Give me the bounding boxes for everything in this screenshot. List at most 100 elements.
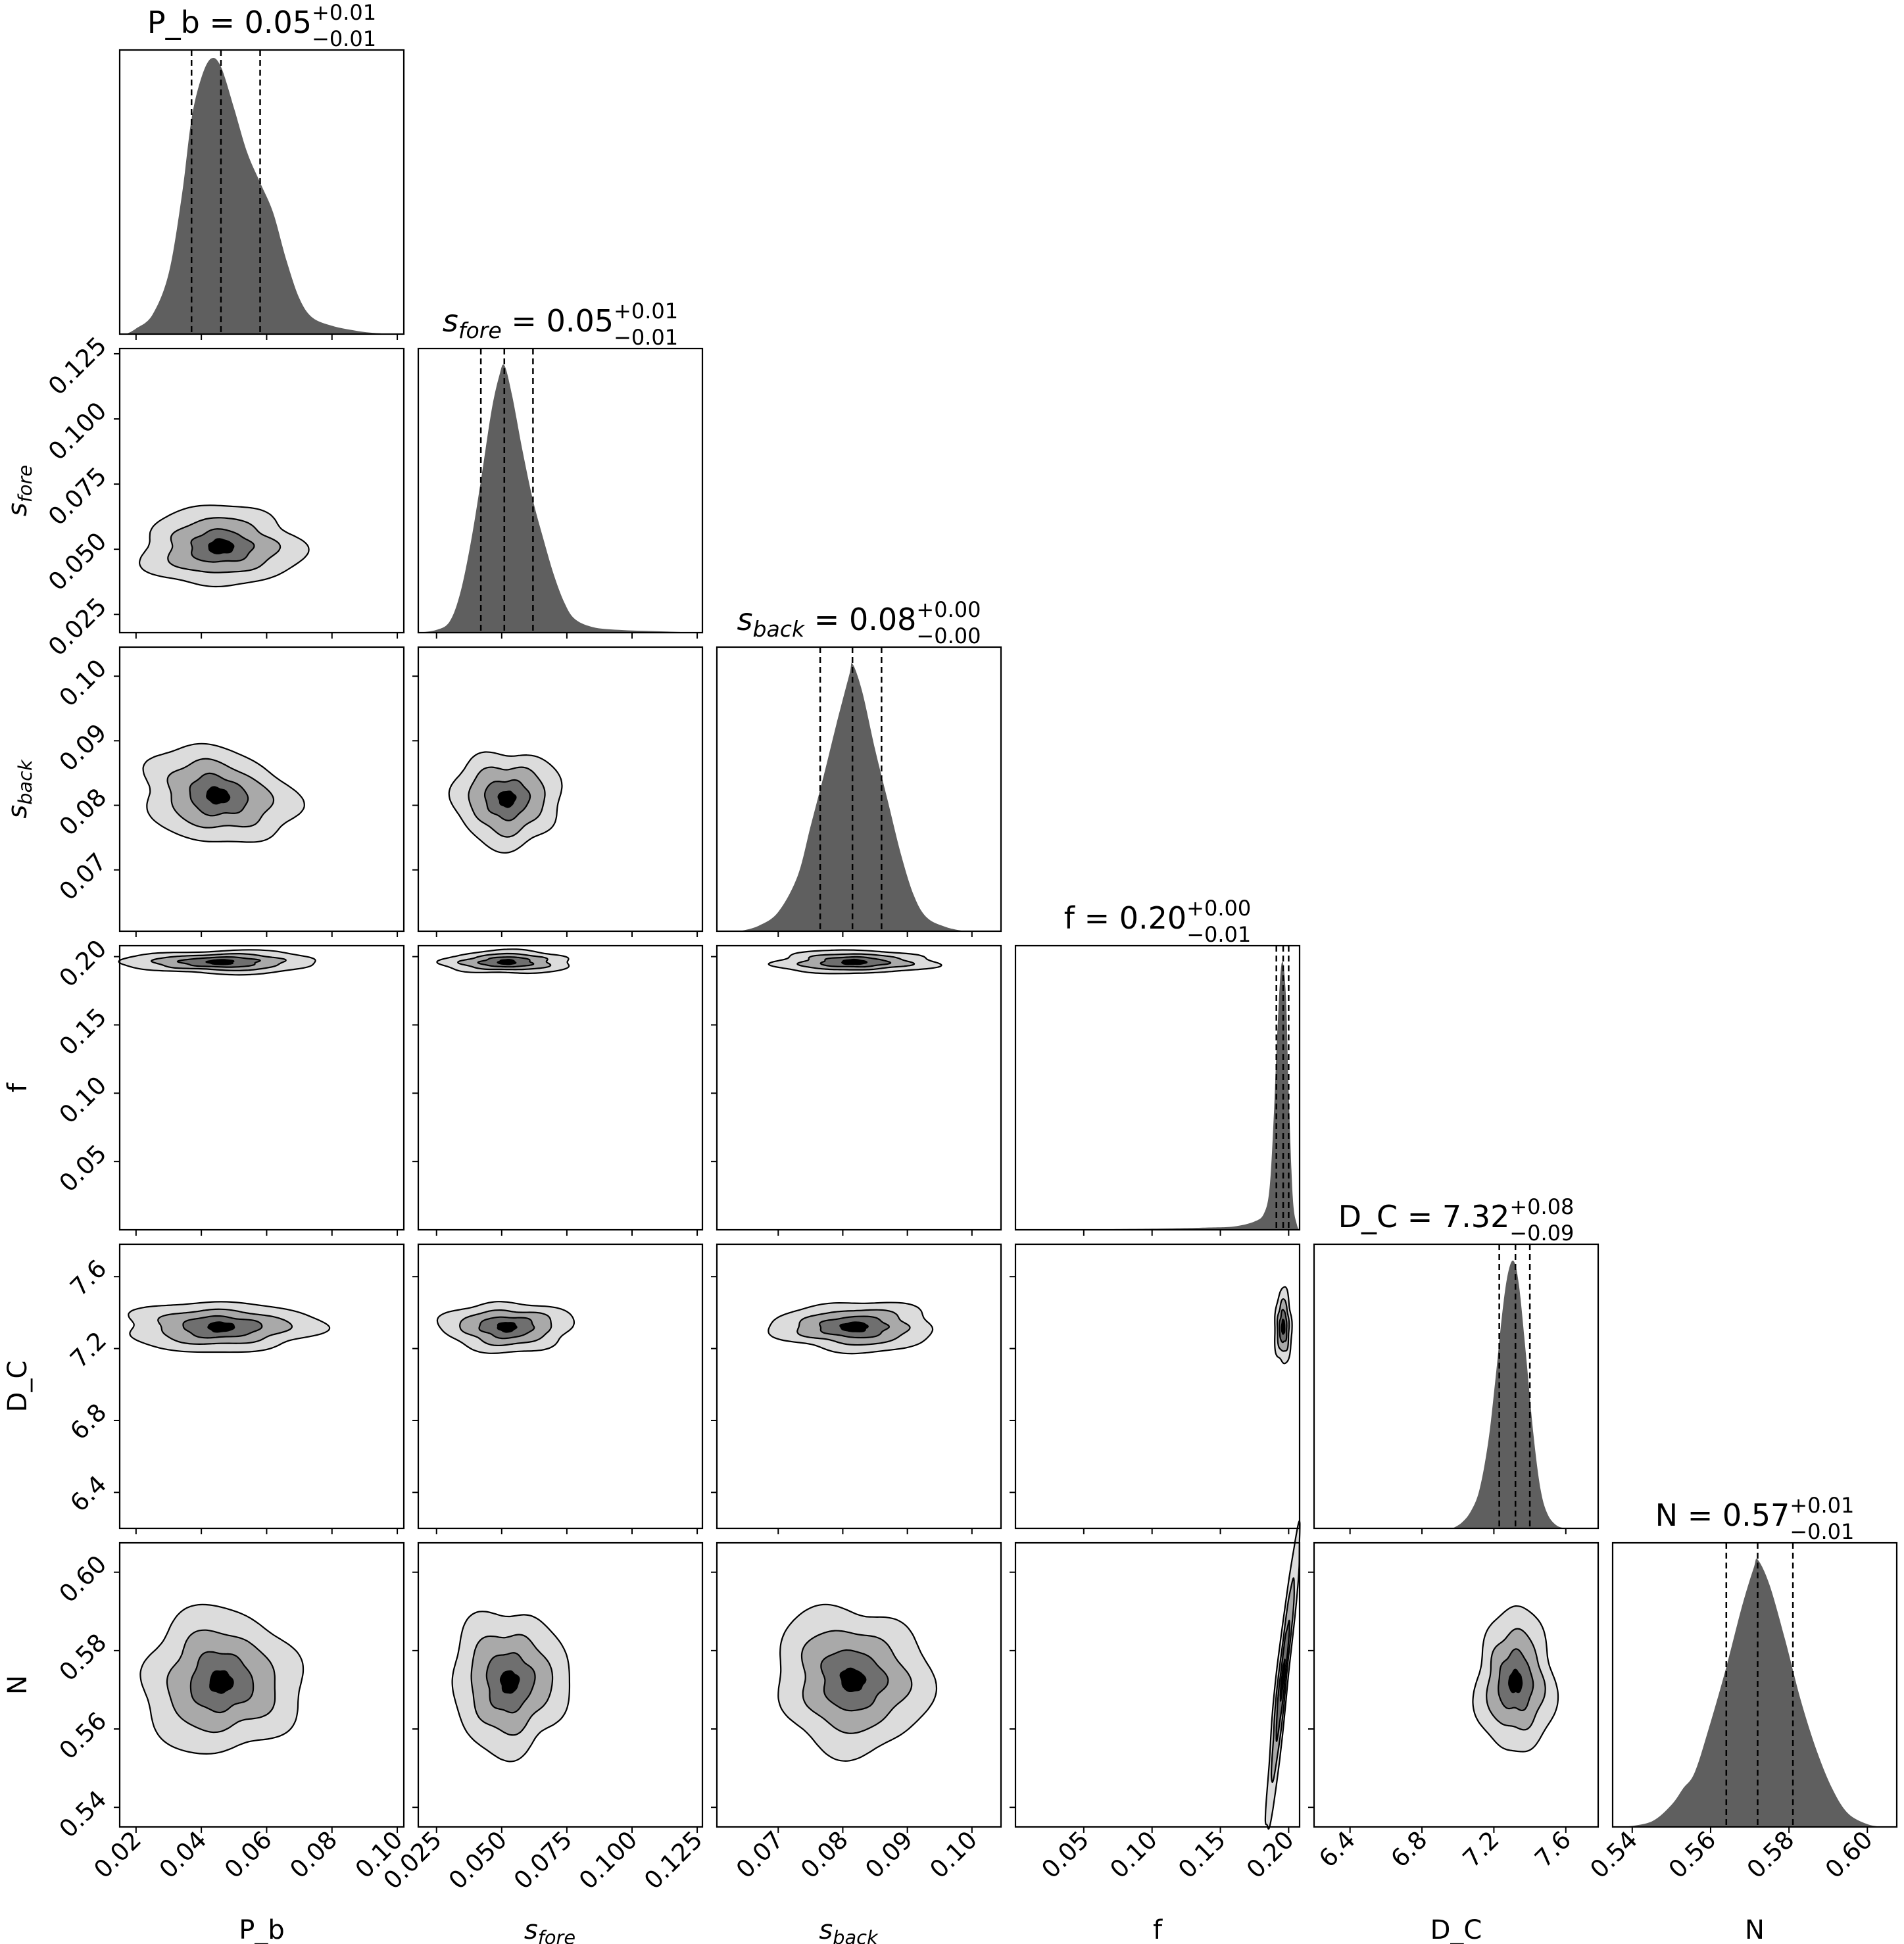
y-axis-label-D_C: D_C — [3, 1361, 33, 1413]
title-lower-error: −0.01 — [614, 325, 678, 350]
y-tick-label: 0.07 — [54, 848, 112, 906]
x-axis-label-N: N — [1745, 1915, 1765, 1944]
x-tick-label: 0.100 — [574, 1826, 643, 1895]
panel-frame-s_back-s_back — [716, 646, 1002, 933]
contour-s_fore-vs-P_b — [138, 504, 310, 588]
contour-level-4 — [209, 1670, 234, 1694]
y-tick-label: 6.8 — [64, 1398, 112, 1446]
y-tick-label: 0.58 — [54, 1628, 112, 1687]
y-axis-label-N: N — [3, 1675, 33, 1695]
contour-level-4 — [839, 1667, 867, 1693]
x-tick-label: 0.04 — [154, 1826, 212, 1884]
title-upper-error: +0.01 — [312, 0, 376, 25]
y-tick-label: 0.10 — [54, 1071, 112, 1129]
title-upper-error: +0.00 — [1186, 896, 1251, 921]
x-tick-label: 6.8 — [1385, 1826, 1432, 1873]
y-tick-label: 0.20 — [54, 935, 112, 993]
y-tick-label: 0.08 — [54, 783, 112, 841]
contour-level-4 — [205, 959, 235, 965]
panel-frame-P_b-P_b — [118, 49, 405, 335]
contour-D_C-vs-f — [1274, 1286, 1293, 1365]
panel-frame-f-s_fore — [417, 944, 704, 1231]
panel-frame-N-s_back — [716, 1542, 1002, 1828]
panel-frame-D_C-s_back — [716, 1243, 1002, 1530]
title-D_C: D_C = 7.32+0.08 — [1338, 1194, 1574, 1234]
title-upper-error: +0.01 — [614, 299, 678, 324]
x-tick-label: 0.10 — [924, 1826, 983, 1884]
title-s_fore: sfore = 0.05+0.01 — [443, 299, 678, 343]
contour-level-4 — [841, 958, 868, 965]
contour-f-vs-P_b — [118, 949, 316, 976]
panel-frame-D_C-s_fore — [417, 1243, 704, 1530]
y-tick-label: 6.4 — [64, 1470, 112, 1517]
x-tick-label: 0.10 — [1104, 1826, 1163, 1884]
contour-N-vs-P_b — [139, 1603, 305, 1755]
contour-f-vs-s_back — [768, 949, 942, 975]
title-upper-error: +0.08 — [1509, 1194, 1574, 1219]
contour-D_C-vs-s_fore — [436, 1301, 575, 1354]
contour-level-4 — [839, 1321, 869, 1332]
panel-frames — [114, 49, 1898, 1833]
y-tick-label: 0.125 — [43, 331, 112, 401]
y-axis-label-s_fore: sfore — [3, 465, 36, 516]
panel-frame-s_back-s_fore — [417, 646, 704, 933]
title-upper-error: +0.01 — [1790, 1493, 1854, 1518]
contour-level-4 — [1281, 1319, 1286, 1335]
contour-N-vs-s_back — [777, 1603, 938, 1762]
x-tick-label: 0.09 — [860, 1826, 918, 1884]
x-tick-label: 0.07 — [731, 1826, 789, 1884]
x-axis-label-P_b: P_b — [239, 1915, 285, 1944]
y-tick-label: 0.60 — [54, 1550, 112, 1609]
x-tick-label: 0.08 — [795, 1826, 854, 1884]
x-tick-label: 0.08 — [284, 1826, 343, 1884]
contour-level-4 — [1279, 1658, 1286, 1703]
title-lower-error: −0.09 — [1509, 1221, 1574, 1246]
contour-D_C-vs-P_b — [128, 1301, 331, 1353]
y-tick-label: 0.09 — [54, 718, 112, 777]
x-tick-label: 7.6 — [1529, 1826, 1576, 1873]
contour-level-4 — [207, 1321, 235, 1333]
x-axis-label-D_C: D_C — [1430, 1915, 1482, 1944]
contour-N-vs-D_C — [1472, 1605, 1559, 1753]
contour-level-4 — [499, 1670, 520, 1694]
panel-frame-D_C-f — [1014, 1243, 1301, 1530]
panel-frame-s_fore-P_b — [118, 347, 405, 634]
y-tick-label: 7.2 — [64, 1326, 112, 1374]
contour-N-vs-s_fore — [451, 1611, 571, 1762]
contour-level-4 — [206, 786, 231, 805]
y-tick-label: 0.15 — [54, 1002, 112, 1061]
y-tick-label: 0.075 — [43, 462, 112, 531]
x-tick-label: 7.2 — [1457, 1826, 1505, 1873]
contour-level-4 — [208, 538, 235, 554]
title-P_b: P_b = 0.05+0.01 — [147, 0, 376, 40]
title-lower-error: −0.01 — [1186, 922, 1251, 947]
panel-frame-D_C-P_b — [118, 1243, 405, 1530]
title-s_back: sback = 0.08+0.00 — [737, 597, 981, 642]
y-tick-label: 0.56 — [54, 1707, 112, 1765]
y-tick-label: 7.6 — [64, 1254, 112, 1301]
title-lower-error: −0.00 — [916, 623, 981, 648]
x-tick-label: 0.050 — [443, 1826, 512, 1895]
panel-frame-f-P_b — [118, 944, 405, 1231]
panel-frame-f-s_back — [716, 944, 1002, 1231]
title-upper-error: +0.00 — [916, 597, 981, 622]
x-tick-label: 0.06 — [219, 1826, 278, 1884]
histogram-s_fore — [418, 364, 702, 633]
x-tick-label: 0.02 — [88, 1826, 147, 1884]
x-tick-label: 6.4 — [1313, 1826, 1361, 1873]
panel-frame-N-f — [1014, 1542, 1301, 1828]
x-tick-label: 0.15 — [1173, 1826, 1231, 1884]
plot-fills — [118, 50, 1884, 1830]
x-tick-label: 0.60 — [1820, 1826, 1878, 1884]
x-tick-label: 0.56 — [1663, 1826, 1722, 1884]
x-tick-label: 0.58 — [1742, 1826, 1800, 1884]
contour-level-4 — [497, 959, 517, 965]
y-tick-label: 0.100 — [43, 397, 112, 466]
title-f: f = 0.20+0.00 — [1064, 896, 1251, 936]
x-axis-label-s_back: sback — [819, 1915, 879, 1944]
x-tick-label: 0.54 — [1584, 1826, 1643, 1884]
title-lower-error: −0.01 — [1790, 1519, 1854, 1544]
y-axis-label-s_back: sback — [3, 759, 36, 819]
y-tick-label: 0.05 — [54, 1139, 112, 1198]
